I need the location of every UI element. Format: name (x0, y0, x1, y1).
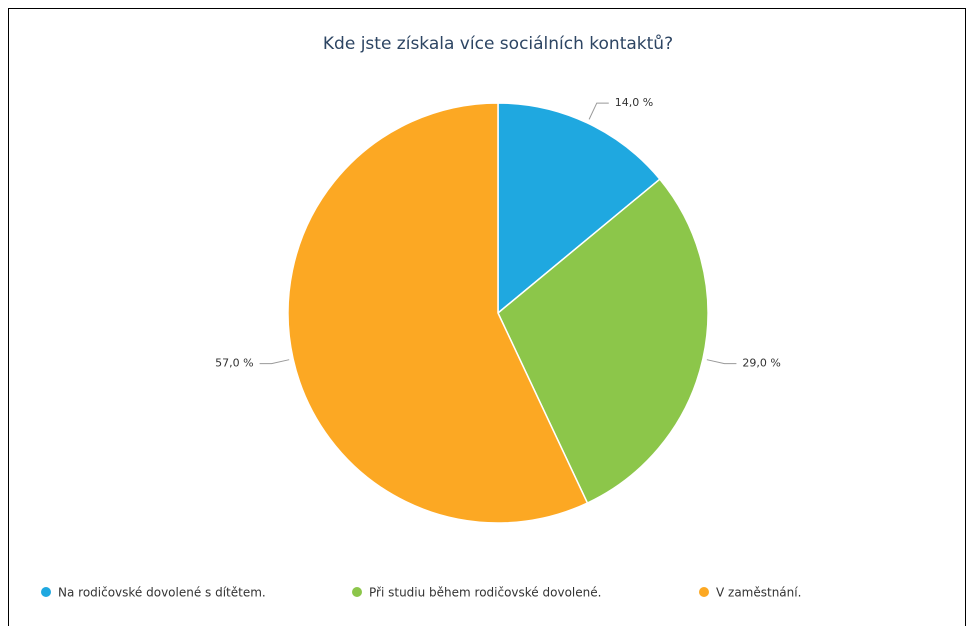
pie-slice (287, 102, 589, 524)
legend-marker (699, 587, 709, 597)
leader-line (706, 359, 737, 365)
leader-line (588, 102, 609, 120)
legend-label: V zaměstnání. (716, 586, 801, 600)
pie-slice (497, 102, 661, 315)
data-label: 14,0 % (615, 96, 653, 109)
legend-label: Při studiu během rodičovské dovolené. (369, 586, 601, 600)
leader-line (259, 359, 290, 365)
legend-marker (352, 587, 362, 597)
legend-label: Na rodičovské dovolené s dítětem. (58, 586, 266, 600)
legend-marker (41, 587, 51, 597)
data-label: 29,0 % (742, 357, 780, 370)
data-label: 57,0 % (215, 357, 253, 370)
pie-slice (497, 178, 709, 505)
chart-title: Kde jste získala více sociálních kontakt… (323, 34, 673, 54)
